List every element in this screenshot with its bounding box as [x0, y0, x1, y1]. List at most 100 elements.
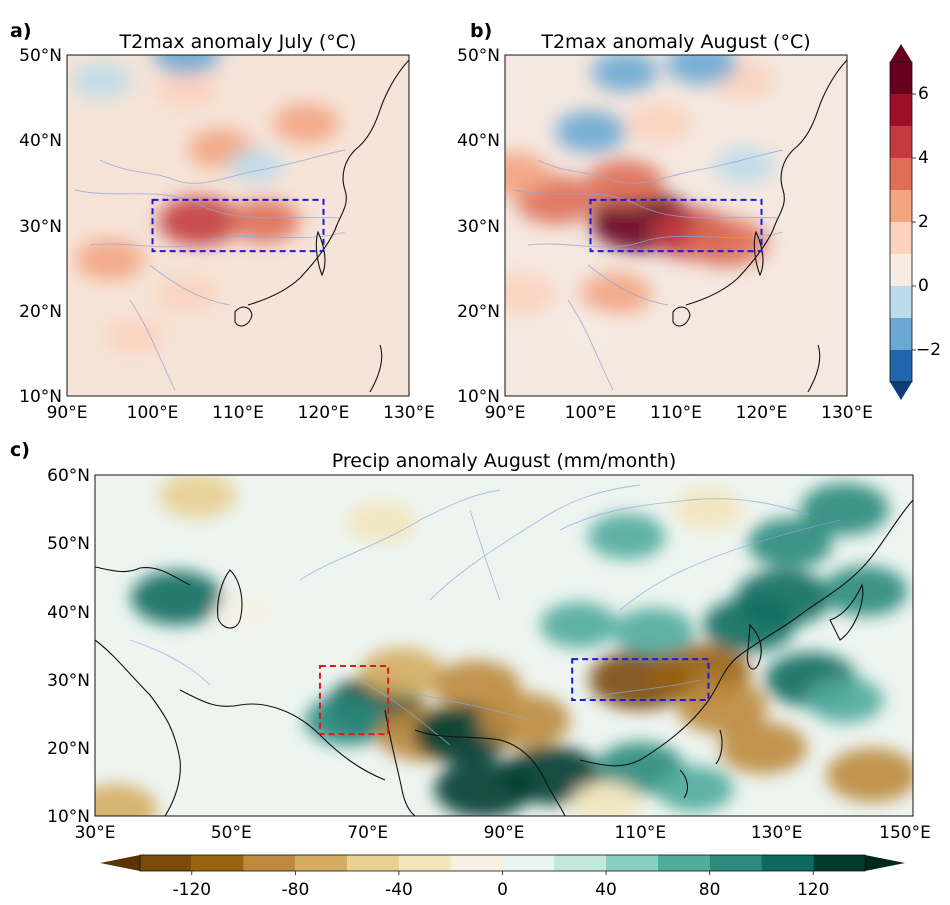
anomaly-patch — [580, 272, 652, 315]
temp-colorbar-swatch — [890, 222, 912, 254]
temp-colorbar-tick: 6 — [918, 84, 929, 104]
anomaly-patch — [676, 679, 768, 734]
anomaly-patch — [673, 488, 744, 531]
anomaly-patch — [719, 721, 808, 774]
precip-colorbar-swatch — [347, 855, 399, 871]
anomaly-patch — [227, 149, 284, 183]
panel-c-xtick: 90°E — [484, 823, 525, 843]
panel-c-frame — [94, 474, 914, 817]
anomaly-patch — [826, 748, 913, 803]
temp-colorbar-swatch — [890, 62, 912, 94]
panel-a-xtick: 100°E — [127, 403, 179, 423]
anomaly-patch — [505, 152, 551, 197]
anomaly-patch — [227, 199, 300, 243]
precip-colorbar-tick: -80 — [282, 880, 310, 900]
temp-colorbar-swatch — [890, 158, 912, 190]
temp-colorbar-swatch — [890, 126, 912, 158]
anomaly-patch — [214, 593, 276, 630]
anomaly-patch — [656, 765, 734, 812]
panel-c-xticks: 30°E 50°E 70°E 90°E 110°E 130°E 150°E — [75, 823, 931, 843]
temp-colorbar-tick: 4 — [918, 148, 929, 168]
anomaly-patch — [158, 196, 241, 246]
panel-b-title: T2max anomaly August (°C) — [540, 31, 810, 53]
precip-colorbar-ticks: -120 -80 -40 0 40 80 120 — [173, 880, 830, 900]
panel-c-region-box — [318, 664, 390, 736]
temp-colorbar-max-arrow — [890, 44, 912, 62]
temp-colorbar-swatch — [890, 286, 912, 318]
precip-colorbar-min-arrow — [100, 855, 140, 871]
temp-colorbar-tick: 2 — [918, 212, 929, 232]
panel-b-rivers — [512, 149, 784, 391]
panel-a-xtick: 110°E — [212, 403, 264, 423]
anomaly-patch — [131, 570, 223, 625]
panel-b-map — [505, 55, 847, 396]
panel-a-ytick: 40°N — [19, 131, 62, 151]
precip-colorbar-swatch — [191, 855, 244, 871]
panel-b-region-box — [589, 198, 763, 253]
temp-colorbar-swatch — [890, 318, 912, 350]
temp-colorbar-swatch — [890, 190, 912, 222]
anomaly-patch — [155, 275, 219, 313]
anomaly-patch — [75, 239, 145, 281]
anomaly-patch — [158, 475, 237, 519]
temp-colorbar-frame — [889, 61, 913, 383]
precip-colorbar-swatches — [100, 855, 905, 875]
anomaly-patch — [613, 607, 695, 656]
precip-colorbar-max-arrow — [865, 855, 905, 871]
panel-c-ytick: 10°N — [47, 807, 90, 827]
precip-colorbar-swatch — [295, 855, 348, 871]
panel-c-xtick: 110°E — [614, 823, 666, 843]
panel-b-xtick: 120°E — [736, 403, 788, 423]
anomaly-patch — [686, 218, 768, 267]
panel-b-ytick: 20°N — [457, 302, 500, 322]
precip-colorbar-swatch — [813, 855, 865, 871]
panel-c-map — [95, 475, 913, 816]
anomaly-patch — [800, 483, 889, 536]
panel-b-letter: b) — [470, 20, 492, 42]
precip-colorbar-frame — [139, 854, 866, 872]
panel-a-letter: a) — [10, 20, 32, 42]
panel-a-ytick: 10°N — [19, 387, 62, 407]
panel-c-ytick: 20°N — [47, 739, 90, 759]
anomaly-patch — [478, 693, 571, 748]
anomaly-patch — [273, 103, 340, 143]
temp-colorbar-min-arrow — [890, 382, 912, 400]
panel-a-ytick: 50°N — [19, 46, 62, 66]
anomaly-patch — [823, 565, 908, 616]
anomaly-patch — [540, 602, 618, 649]
anomaly-patch — [71, 62, 131, 99]
panel-c-rivers — [129, 484, 841, 746]
panel-c-xtick: 70°E — [347, 823, 388, 843]
precip-colorbar-swatch — [398, 855, 451, 871]
precip-colorbar-tick: 120 — [797, 880, 829, 900]
temp-colorbar-ticks: 6 4 2 0 −2 — [916, 84, 941, 360]
temp-colorbar: 6 4 2 0 −2 — [889, 44, 941, 400]
anomaly-patch — [155, 70, 219, 108]
precip-colorbar-swatch — [450, 855, 503, 871]
panel-a-xtick: 130°E — [383, 403, 435, 423]
precip-colorbar-swatch — [243, 855, 296, 871]
anomaly-patch — [560, 309, 621, 346]
temp-colorbar-swatch — [890, 94, 912, 126]
panel-c-letter: c) — [10, 439, 30, 461]
panel-c-coast — [95, 499, 913, 816]
temp-colorbar-swatches — [890, 44, 916, 400]
anomaly-patch — [434, 759, 533, 816]
panel-a-yticks: 10°N 20°N 30°N 40°N 50°N — [19, 46, 62, 407]
temp-colorbar-swatch — [890, 350, 912, 382]
panel-b-xtick: 100°E — [565, 403, 617, 423]
panel-b-field — [505, 55, 777, 346]
anomaly-patch — [714, 147, 775, 184]
anomaly-patch — [625, 103, 693, 144]
panel-a-region-box — [151, 198, 325, 253]
precip-colorbar-tick: -40 — [385, 880, 413, 900]
panel-b-xtick: 90°E — [485, 403, 526, 423]
panel-b-ytick: 50°N — [457, 46, 500, 66]
anomaly-patch — [748, 518, 833, 569]
anomaly-patch — [105, 318, 166, 354]
panel-b-ytick: 10°N — [457, 387, 500, 407]
anomaly-patch — [304, 695, 390, 746]
panel-a-xtick: 120°E — [298, 403, 350, 423]
panel-c-yticks: 10°N 20°N 30°N 40°N 50°N 60°N — [47, 466, 90, 827]
anomaly-patch — [153, 55, 220, 75]
